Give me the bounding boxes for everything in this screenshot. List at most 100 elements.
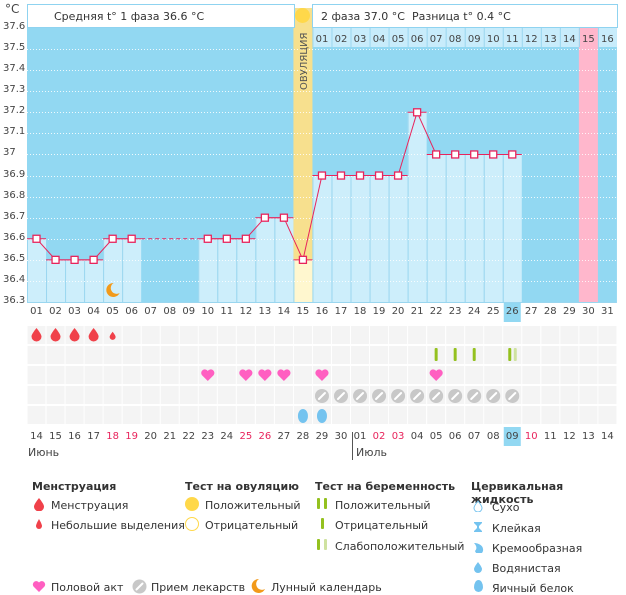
symbol-cell bbox=[65, 406, 84, 424]
ovulation-column bbox=[293, 8, 313, 302]
symbol-cell bbox=[522, 326, 541, 344]
cycle-day-label[interactable]: 21 bbox=[410, 306, 424, 317]
calendar-date-label[interactable]: 17 bbox=[87, 431, 100, 442]
calendar-date-label[interactable]: 24 bbox=[220, 431, 234, 442]
calendar-date-label[interactable]: 01 bbox=[353, 431, 367, 442]
cycle-day-label[interactable]: 30 bbox=[581, 306, 595, 317]
symbol-cell bbox=[560, 326, 579, 344]
legend-ovulation-positive: Положительный bbox=[205, 499, 301, 512]
cycle-day-label[interactable]: 15 bbox=[296, 306, 310, 317]
calendar-date-label[interactable]: 12 bbox=[562, 431, 576, 442]
symbol-cell bbox=[141, 386, 160, 404]
cycle-day-label[interactable]: 02 bbox=[49, 306, 62, 317]
temp-bar bbox=[445, 154, 465, 302]
symbol-cell bbox=[331, 406, 351, 424]
symbol-cell bbox=[560, 366, 579, 384]
legend-cervical-fluid-title: Цервикальная жидкость bbox=[471, 480, 564, 506]
phase2-day-number: 12 bbox=[525, 34, 538, 45]
temp-bar bbox=[388, 175, 408, 302]
cycle-day-label[interactable]: 24 bbox=[467, 306, 481, 317]
cycle-day-label[interactable]: 12 bbox=[239, 306, 253, 317]
calendar-date-label[interactable]: 08 bbox=[486, 431, 500, 442]
calendar-date-label[interactable]: 23 bbox=[201, 431, 215, 442]
fluid-sticky-icon bbox=[474, 522, 482, 532]
expected-period-column bbox=[578, 28, 598, 302]
calendar-date-label[interactable]: 06 bbox=[448, 431, 462, 442]
cycle-day-label[interactable]: 11 bbox=[220, 306, 234, 317]
symbol-cell bbox=[65, 346, 84, 364]
cycle-day-label[interactable]: 04 bbox=[87, 306, 100, 317]
symbol-cell bbox=[103, 386, 122, 404]
calendar-date-label[interactable]: 19 bbox=[125, 431, 138, 442]
symbol-cell bbox=[27, 346, 46, 364]
calendar-date-label[interactable]: 20 bbox=[144, 431, 158, 442]
calendar-date-label[interactable]: 05 bbox=[429, 431, 443, 442]
pregnancy-test-weak-icon bbox=[508, 348, 512, 361]
calendar-date-label[interactable]: 03 bbox=[391, 431, 405, 442]
symbol-cell bbox=[84, 386, 103, 404]
cycle-day-label[interactable]: 06 bbox=[125, 306, 138, 317]
cycle-day-label[interactable]: 27 bbox=[524, 306, 538, 317]
symbol-cell bbox=[427, 406, 446, 424]
calendar-date-label[interactable]: 29 bbox=[315, 431, 329, 442]
cycle-day-label[interactable]: 29 bbox=[562, 306, 576, 317]
calendar-date-label[interactable]: 15 bbox=[49, 431, 62, 442]
cycle-day-label[interactable]: 05 bbox=[106, 306, 119, 317]
cycle-day-label[interactable]: 31 bbox=[601, 306, 614, 317]
cycle-day-label[interactable]: 18 bbox=[353, 306, 367, 317]
calendar-date-label[interactable]: 25 bbox=[239, 431, 253, 442]
cycle-day-label[interactable]: 14 bbox=[277, 306, 291, 317]
symbol-cell bbox=[503, 406, 522, 424]
cycle-day-label[interactable]: 03 bbox=[68, 306, 81, 317]
calendar-date-label[interactable]: 09 bbox=[505, 431, 519, 442]
calendar-date-label[interactable]: 18 bbox=[106, 431, 119, 442]
calendar-date-label[interactable]: 11 bbox=[543, 431, 557, 442]
cycle-day-label[interactable]: 17 bbox=[334, 306, 348, 317]
calendar-date-label[interactable]: 21 bbox=[163, 431, 177, 442]
cycle-day-label[interactable]: 23 bbox=[448, 306, 462, 317]
cycle-day-label[interactable]: 16 bbox=[315, 306, 329, 317]
pill-stripe bbox=[413, 392, 422, 400]
cycle-day-label[interactable]: 22 bbox=[429, 306, 443, 317]
calendar-date-label[interactable]: 28 bbox=[296, 431, 310, 442]
temp-bar bbox=[369, 175, 389, 302]
temp-point bbox=[108, 234, 117, 243]
calendar-date-label[interactable]: 02 bbox=[372, 431, 386, 442]
cycle-day-label[interactable]: 13 bbox=[258, 306, 272, 317]
calendar-date-label[interactable]: 30 bbox=[334, 431, 348, 442]
calendar-date-label[interactable]: 27 bbox=[277, 431, 291, 442]
y-tick-label: 37.2 bbox=[3, 105, 26, 117]
cycle-day-label[interactable]: 10 bbox=[201, 306, 215, 317]
temp-point bbox=[317, 171, 327, 180]
temp-point bbox=[203, 234, 212, 243]
calendar-date-label[interactable]: 26 bbox=[258, 431, 272, 442]
cycle-day-label[interactable]: 20 bbox=[391, 306, 405, 317]
y-tick-label: 37 bbox=[3, 147, 16, 159]
cycle-day-label[interactable]: 28 bbox=[543, 306, 557, 317]
cycle-day-label[interactable]: 08 bbox=[163, 306, 177, 317]
cycle-day-label[interactable]: 09 bbox=[182, 306, 196, 317]
symbol-cell bbox=[179, 346, 198, 364]
calendar-date-label[interactable]: 07 bbox=[467, 431, 481, 442]
cycle-day-label[interactable]: 01 bbox=[30, 306, 43, 317]
calendar-date-label[interactable]: 14 bbox=[30, 431, 43, 442]
cycle-day-label[interactable]: 07 bbox=[144, 306, 158, 317]
legend-lunar-calendar: Лунный календарь bbox=[271, 581, 382, 594]
calendar-date-label[interactable]: 22 bbox=[182, 431, 196, 442]
calendar-date-label[interactable]: 04 bbox=[410, 431, 424, 442]
calendar-date-label[interactable]: 14 bbox=[601, 431, 614, 442]
pregnancy-test-negative-icon bbox=[472, 348, 476, 361]
phase2-day-number: 13 bbox=[544, 34, 557, 45]
menstruation-drop-icon bbox=[69, 328, 80, 342]
cycle-day-label[interactable]: 19 bbox=[372, 306, 386, 317]
cycle-day-label[interactable]: 26 bbox=[505, 306, 519, 317]
calendar-date-label[interactable]: 10 bbox=[524, 431, 538, 442]
calendar-date-label[interactable]: 16 bbox=[68, 431, 81, 442]
temp-point bbox=[32, 234, 41, 243]
cycle-day-label[interactable]: 25 bbox=[486, 306, 500, 317]
temp-point bbox=[51, 255, 60, 264]
calendar-date-label[interactable]: 13 bbox=[581, 431, 595, 442]
temp-point bbox=[470, 150, 479, 159]
legend-spotting: Небольшие выделения bbox=[51, 519, 185, 532]
symbol-cell bbox=[598, 366, 617, 384]
